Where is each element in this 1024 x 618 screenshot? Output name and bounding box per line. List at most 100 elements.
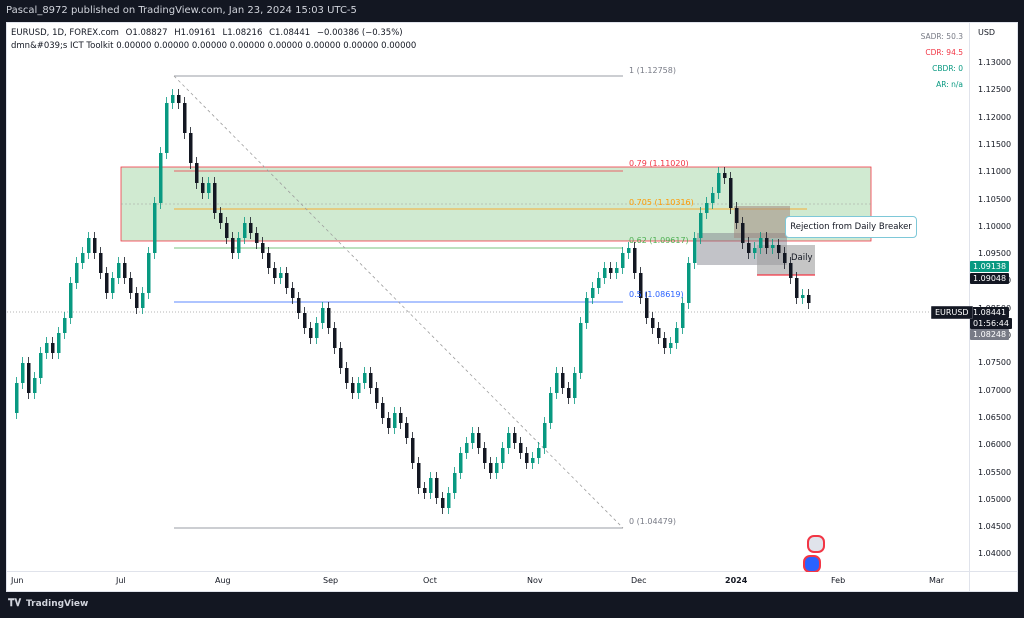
candle-body (357, 383, 361, 393)
fib-level-label: 0.705 (1.10316) (629, 198, 694, 207)
price-tick: 1.06500 (978, 412, 1012, 422)
price-tick: 1.04000 (978, 549, 1012, 559)
candle-body (315, 323, 319, 338)
price-tick: 1.07500 (978, 358, 1012, 368)
price-tick: 1.10000 (978, 221, 1012, 231)
stat-label: SADR: (920, 32, 944, 41)
candle-body (627, 248, 631, 253)
candle-body (201, 183, 205, 193)
ohlc-open: O1.08827 (125, 28, 168, 38)
time-tick: Jun (11, 576, 24, 585)
candle-body (597, 278, 601, 288)
fib-level-label: 0.79 (1.11020) (629, 159, 689, 168)
candle-body (303, 313, 307, 328)
candle-body (405, 423, 409, 438)
event-flags[interactable] (803, 535, 825, 573)
price-scale[interactable]: USD 1.13000 1.12500 1.12000 1.11500 1.11000 1… (970, 22, 1018, 572)
price-tick: 1.06000 (978, 440, 1012, 450)
price-tick: 1.09500 (978, 249, 1012, 259)
candle-body (465, 443, 469, 453)
price-tick: 1.10500 (978, 194, 1012, 204)
ohlc-high: H1.09161 (174, 28, 216, 38)
chart-pane[interactable]: 1 (1.12758) 0.79 (1.11020) 0.705 (1.10316)… (6, 22, 970, 573)
candle-body (633, 248, 637, 273)
candle-body (537, 448, 541, 458)
candle-body (561, 373, 565, 388)
last-price-tag: 1.08441 (970, 307, 1010, 318)
candle-body (579, 323, 583, 373)
candle-body (333, 328, 337, 348)
candle-body (507, 433, 511, 448)
candle-body (159, 153, 163, 203)
time-tick: Oct (423, 576, 437, 585)
countdown-tag: 01:56:44 (970, 318, 1012, 329)
stat-label: CBDR: (932, 64, 956, 73)
us-flag-icon[interactable] (807, 535, 825, 553)
candle-body (783, 253, 787, 263)
candle-body (111, 278, 115, 293)
time-tick: Jul (116, 576, 126, 585)
brand-label[interactable]: TradingView (26, 599, 89, 609)
price-tick: 1.12500 (978, 85, 1012, 95)
candle-body (609, 268, 613, 273)
candle-body (381, 403, 385, 418)
candle-body (225, 223, 229, 238)
candle-body (141, 293, 145, 308)
price-tick: 1.04500 (978, 522, 1012, 532)
stat-label: CDR: (925, 48, 944, 57)
candle-body (15, 383, 19, 413)
candle-body (495, 463, 499, 473)
stat-value: 50.3 (946, 32, 963, 41)
candle-body (489, 463, 493, 473)
candlestick-chart[interactable]: 1 (1.12758) 0.79 (1.11020) 0.705 (1.10316)… (7, 23, 969, 571)
candle-body (483, 448, 487, 463)
indicator-row[interactable]: dmn&#039;s ICT Toolkit 0.00000 0.00000 0… (11, 41, 417, 51)
stat-label: AR: (936, 80, 949, 89)
candle-body (417, 463, 421, 488)
publish-header: Pascal_8972 published on TradingView.com… (6, 5, 357, 16)
time-tick: Mar (929, 576, 945, 585)
tradingview-logo-icon[interactable]: 𝐓𝐕 (8, 598, 22, 609)
candle-body (519, 443, 523, 453)
price-tick: 1.05500 (978, 467, 1012, 477)
candle-body (735, 208, 739, 223)
candle-body (711, 193, 715, 203)
candle-body (87, 238, 91, 253)
candle-body (693, 238, 697, 263)
symbol-title[interactable]: EURUSD, 1D, FOREX.com (11, 28, 119, 38)
candle-body (573, 373, 577, 398)
fib-level-label: 0.5 (1.08619) (629, 290, 684, 299)
price-tick: 1.13000 (978, 58, 1012, 67)
time-scale[interactable]: Jun Jul Aug Sep Oct Nov Dec 2024 Feb Mar (6, 572, 970, 592)
time-tick: Sep (323, 576, 339, 585)
candle-body (237, 238, 241, 253)
price-tick: 1.05000 (978, 494, 1012, 504)
time-tick: Dec (631, 576, 647, 585)
candle-body (345, 368, 349, 383)
eu-flag-icon[interactable] (803, 555, 821, 573)
candle-body (567, 388, 571, 398)
candle-body (729, 178, 733, 208)
currency-label[interactable]: USD (978, 28, 996, 37)
candle-body (249, 223, 253, 233)
candle-body (399, 413, 403, 423)
price-tick: 1.11000 (978, 167, 1012, 177)
candle-body (741, 223, 745, 243)
candle-body (441, 498, 445, 508)
candle-body (549, 393, 553, 423)
fib-labels-layer: 1 (1.12758) 0.79 (1.11020) 0.705 (1.10316)… (629, 66, 694, 526)
scale-corner[interactable] (970, 572, 1018, 592)
candle-body (33, 378, 37, 393)
callout-box[interactable]: Rejection from Daily Breaker (785, 216, 917, 238)
candle-body (477, 433, 481, 448)
candle-body (321, 308, 325, 323)
candle-body (471, 433, 475, 443)
candle-body (339, 348, 343, 368)
candle-body (27, 363, 31, 393)
candle-body (453, 473, 457, 493)
time-tick: Feb (831, 576, 846, 585)
candle-body (759, 238, 763, 248)
candle-body (39, 353, 43, 378)
candle-body (327, 308, 331, 328)
candle-body (585, 298, 589, 323)
